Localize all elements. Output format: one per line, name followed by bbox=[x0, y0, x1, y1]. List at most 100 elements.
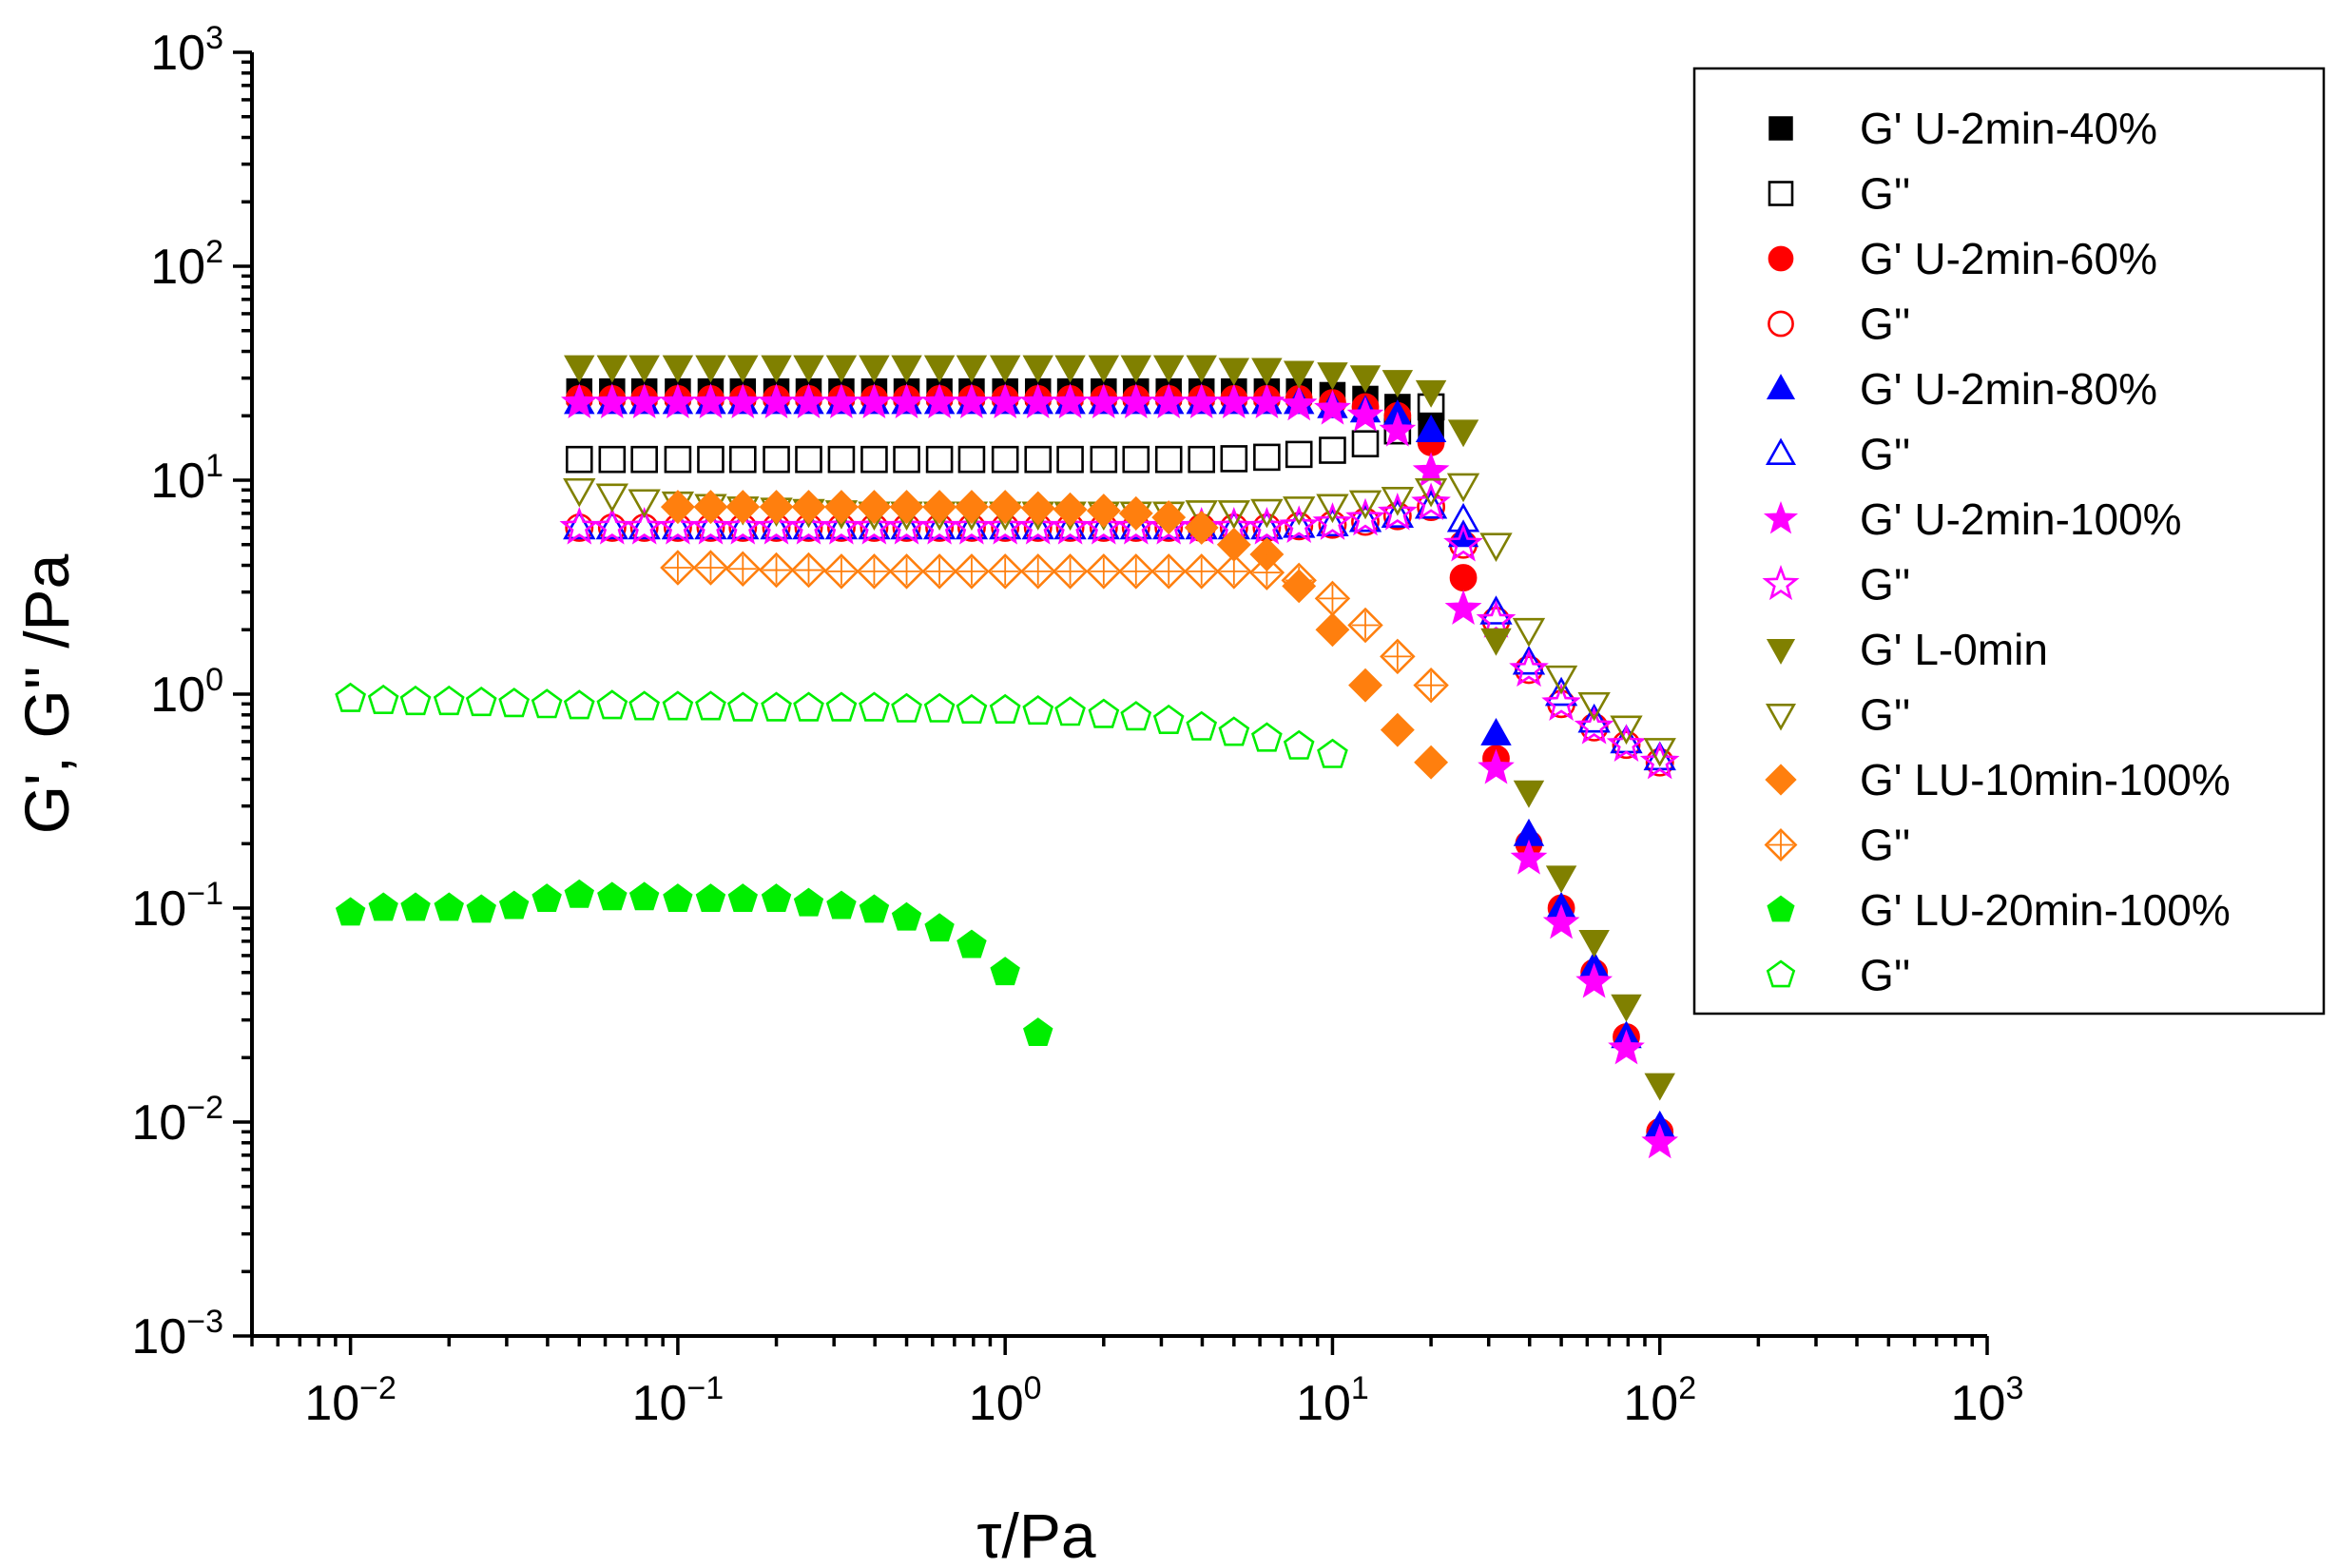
data-point bbox=[729, 445, 757, 474]
data-point bbox=[1279, 505, 1320, 544]
legend-marker bbox=[1768, 310, 1794, 338]
data-point bbox=[1447, 419, 1479, 448]
data-point bbox=[595, 483, 628, 513]
data-point bbox=[1246, 506, 1287, 545]
data-point bbox=[1220, 445, 1248, 473]
data-point bbox=[791, 490, 826, 525]
data-point bbox=[1315, 612, 1350, 648]
data-point bbox=[563, 689, 595, 720]
data-point bbox=[1348, 668, 1382, 703]
legend: G' U-2min-40% G'' G' U-2min-60% G'' G' U-2mi… bbox=[1692, 67, 2326, 1016]
data-point bbox=[1283, 729, 1315, 760]
legend-label: G' LU-20min-100% bbox=[1860, 885, 2231, 935]
data-point bbox=[1283, 360, 1315, 389]
x-tick-label: 10−1 bbox=[632, 1370, 725, 1431]
data-point bbox=[1218, 716, 1250, 746]
data-point bbox=[1316, 507, 1349, 537]
data-point bbox=[1119, 510, 1152, 540]
data-point bbox=[825, 691, 858, 722]
data-point bbox=[1052, 383, 1089, 419]
data-point bbox=[1545, 865, 1577, 894]
series-8 bbox=[564, 355, 1675, 1101]
legend-label: G'' bbox=[1860, 560, 1910, 610]
data-point bbox=[957, 445, 986, 474]
data-point bbox=[1446, 473, 1480, 503]
data-point bbox=[660, 490, 695, 525]
data-point bbox=[531, 688, 563, 719]
data-point bbox=[1149, 506, 1189, 545]
data-point bbox=[856, 383, 893, 419]
data-point bbox=[1285, 440, 1313, 469]
data-point bbox=[1578, 930, 1610, 958]
data-point bbox=[1479, 532, 1513, 562]
data-point bbox=[891, 901, 922, 931]
data-point bbox=[433, 685, 465, 716]
legend-marker bbox=[1766, 374, 1796, 399]
series-12 bbox=[335, 879, 1053, 1047]
data-point bbox=[1347, 607, 1383, 644]
data-point bbox=[367, 684, 399, 715]
data-point bbox=[498, 687, 531, 718]
data-point bbox=[630, 445, 658, 474]
data-point bbox=[1611, 994, 1642, 1022]
data-point bbox=[1645, 747, 1674, 777]
data-point bbox=[1476, 600, 1517, 638]
y-axis-title: G', G'' /Pa bbox=[11, 553, 82, 834]
data-point bbox=[919, 506, 959, 545]
data-point bbox=[1381, 487, 1415, 516]
data-point bbox=[628, 489, 661, 519]
x-tick-label: 102 bbox=[1623, 1370, 1696, 1431]
data-point bbox=[955, 510, 989, 540]
data-point bbox=[1608, 1029, 1645, 1065]
data-point bbox=[1217, 500, 1250, 530]
data-point bbox=[1319, 436, 1346, 464]
legend-label: G'' bbox=[1860, 430, 1910, 479]
legend-label: G'' bbox=[1860, 690, 1910, 740]
data-point bbox=[952, 506, 992, 545]
data-point bbox=[1443, 523, 1483, 562]
data-point bbox=[1281, 562, 1317, 599]
data-point bbox=[659, 383, 697, 419]
legend-item: G' U-2min-60% bbox=[1768, 234, 2157, 283]
data-point bbox=[1478, 748, 1515, 784]
data-point bbox=[1639, 741, 1680, 780]
data-point bbox=[1575, 962, 1613, 998]
data-point bbox=[954, 553, 990, 590]
data-point bbox=[889, 490, 924, 525]
data-point bbox=[956, 355, 988, 383]
axes: 10−2 10−1 100 101 102 103 10−310−210−11001011… bbox=[131, 20, 2023, 1431]
data-point bbox=[827, 445, 856, 474]
data-point bbox=[1612, 730, 1641, 760]
data-point bbox=[466, 894, 496, 923]
data-point bbox=[1480, 717, 1512, 745]
data-point bbox=[1641, 1123, 1679, 1159]
legend-item: G'' bbox=[1768, 169, 1910, 219]
data-point bbox=[1086, 553, 1122, 590]
legend-item: G'' bbox=[1765, 690, 1910, 740]
data-point bbox=[761, 691, 792, 722]
data-point bbox=[1019, 553, 1056, 590]
data-point bbox=[923, 355, 956, 383]
data-point bbox=[1479, 595, 1513, 625]
data-point bbox=[761, 355, 792, 383]
data-point bbox=[1120, 355, 1152, 383]
data-point bbox=[788, 506, 829, 545]
series-10 bbox=[660, 490, 1449, 780]
x-tick-label: 10−2 bbox=[304, 1370, 396, 1431]
data-point bbox=[760, 510, 793, 540]
data-point bbox=[989, 355, 1021, 383]
data-point bbox=[563, 477, 596, 508]
data-point bbox=[1643, 738, 1676, 767]
data-point bbox=[597, 881, 628, 911]
data-point bbox=[1152, 704, 1185, 735]
data-point bbox=[1542, 903, 1580, 939]
legend-marker bbox=[1762, 564, 1800, 601]
data-point bbox=[1283, 509, 1316, 538]
data-point bbox=[888, 553, 925, 590]
data-point bbox=[956, 929, 987, 958]
legend-label: G'' bbox=[1860, 821, 1910, 870]
data-point bbox=[1544, 676, 1578, 707]
data-point bbox=[690, 506, 731, 545]
data-point bbox=[593, 383, 631, 419]
legend-label: G' U-2min-40% bbox=[1860, 104, 2157, 153]
